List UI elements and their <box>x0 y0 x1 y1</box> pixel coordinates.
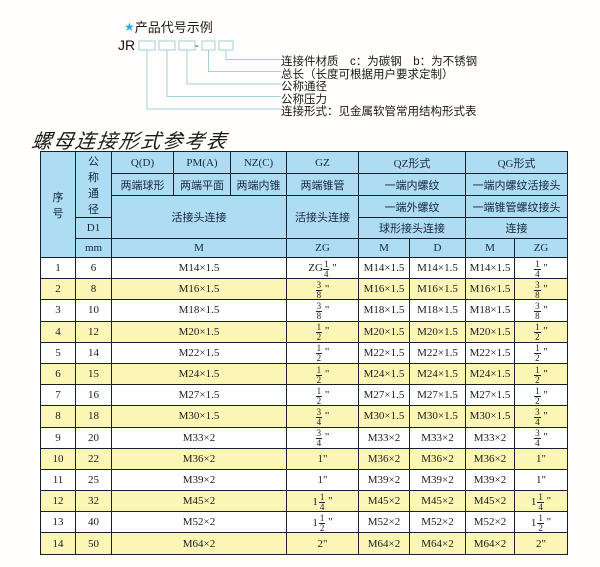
svg-text:-: - <box>195 40 199 52</box>
svg-text:JR: JR <box>118 37 135 53</box>
